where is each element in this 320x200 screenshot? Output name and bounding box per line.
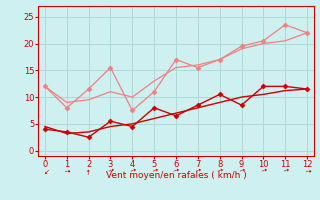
Text: ↗: ↗: [194, 167, 202, 175]
Text: ↗: ↗: [259, 167, 268, 175]
Text: ↗: ↗: [63, 167, 71, 176]
Text: ↗: ↗: [84, 167, 93, 176]
Text: ↗: ↗: [281, 167, 289, 175]
X-axis label: Vent moyen/en rafales ( km/h ): Vent moyen/en rafales ( km/h ): [106, 171, 246, 180]
Text: ↗: ↗: [216, 167, 224, 175]
Text: ↗: ↗: [172, 167, 180, 175]
Text: ↗: ↗: [42, 167, 48, 173]
Text: ↗: ↗: [107, 167, 115, 175]
Text: ↗: ↗: [237, 167, 245, 175]
Text: ↗: ↗: [303, 167, 311, 176]
Text: ↗: ↗: [128, 167, 136, 175]
Text: ↗: ↗: [150, 167, 158, 175]
